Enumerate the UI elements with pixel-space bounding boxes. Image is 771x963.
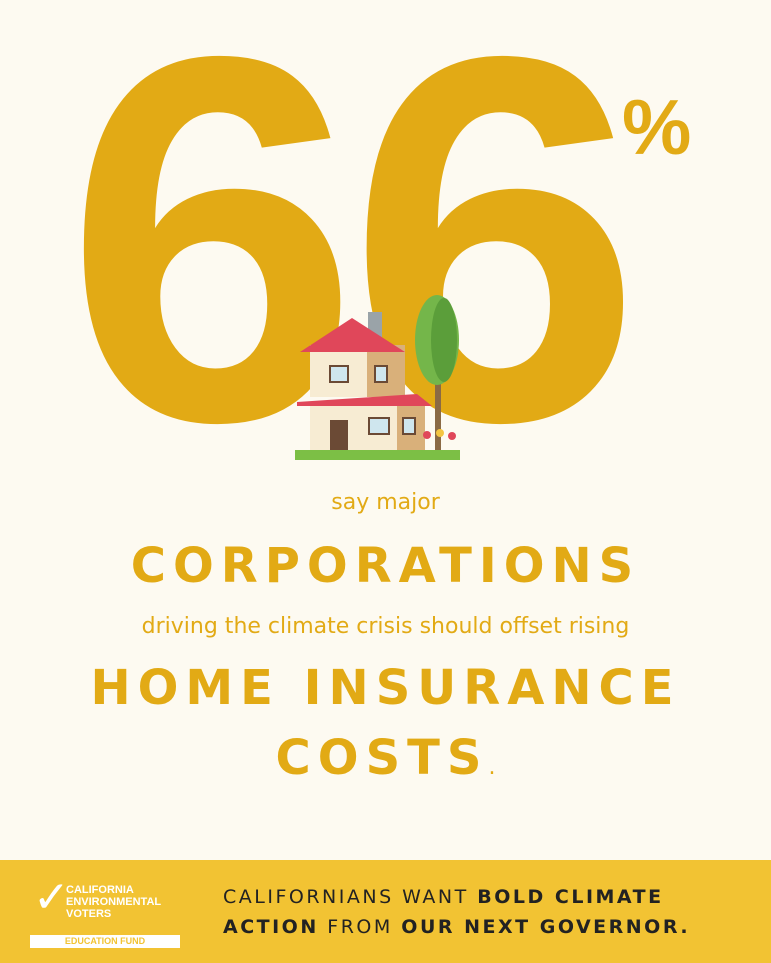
house-illustration	[295, 295, 460, 460]
logo-line: CALIFORNIA	[66, 884, 134, 896]
logo-line: ENVIRONMENTAL	[66, 896, 162, 908]
tagline-bold: BOLD CLIMATE	[477, 886, 664, 908]
percent-sign: %	[622, 83, 692, 171]
logo-name: CALIFORNIA ENVIRONMENTAL VOTERS	[66, 884, 161, 920]
costs-period: .	[488, 755, 496, 780]
tagline-part: CALIFORNIANS WANT	[223, 886, 478, 908]
logo-education-fund: EDUCATION FUND	[30, 935, 180, 948]
checkmark-logo-icon: ✓	[33, 872, 70, 923]
corporations-heading: CORPORATIONS	[130, 538, 641, 594]
footer-tagline: CALIFORNIANS WANT BOLD CLIMATE ACTION FR…	[223, 882, 690, 942]
logo-line: VOTERS	[66, 908, 112, 920]
costs-text: COSTS	[275, 730, 489, 786]
tagline-bold: ACTION	[223, 916, 319, 938]
costs-heading: COSTS.	[0, 730, 771, 786]
footer-banner: ✓ CALIFORNIA ENVIRONMENTAL VOTERS EDUCAT…	[0, 860, 771, 963]
cev-logo: ✓ CALIFORNIA ENVIRONMENTAL VOTERS EDUCAT…	[28, 872, 188, 948]
say-major-text: say major	[331, 490, 440, 515]
home-insurance-heading: HOME INSURANCE	[90, 660, 681, 716]
tagline-bold: OUR NEXT GOVERNOR.	[401, 916, 691, 938]
tagline-part: FROM	[318, 916, 402, 938]
driving-text: driving the climate crisis should offset…	[141, 614, 630, 639]
